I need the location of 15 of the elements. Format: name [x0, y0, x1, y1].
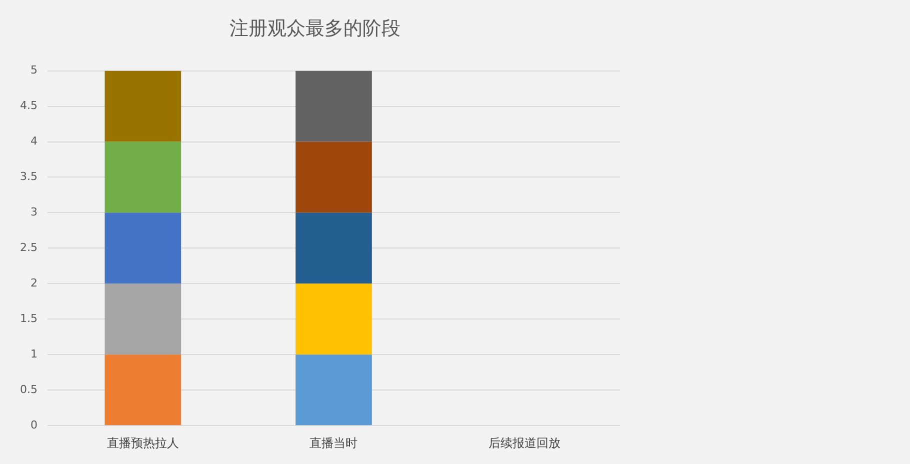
y-tick-label: 2.5	[20, 241, 38, 254]
y-tick-label: 4.5	[20, 99, 38, 112]
y-tick-label: 3.5	[20, 170, 38, 184]
y-tick-label: 0.5	[20, 382, 38, 396]
y-tick-label: 5	[30, 64, 38, 77]
x-tick-label: 直播预热拉人	[106, 436, 179, 450]
y-tick-label: 2	[30, 276, 38, 290]
y-tick-label: 4	[30, 134, 38, 148]
y-tick-label: 0	[30, 418, 38, 432]
y-tick-label: 1.5	[20, 312, 38, 326]
x-tick-label: 直播当时	[310, 436, 358, 450]
x-tick-label: 后续报道回放	[488, 436, 561, 450]
y-tick-label: 3	[30, 206, 38, 219]
chart-title: 注册观众最多的阶段	[230, 17, 400, 40]
y-tick-label: 1	[30, 348, 38, 360]
